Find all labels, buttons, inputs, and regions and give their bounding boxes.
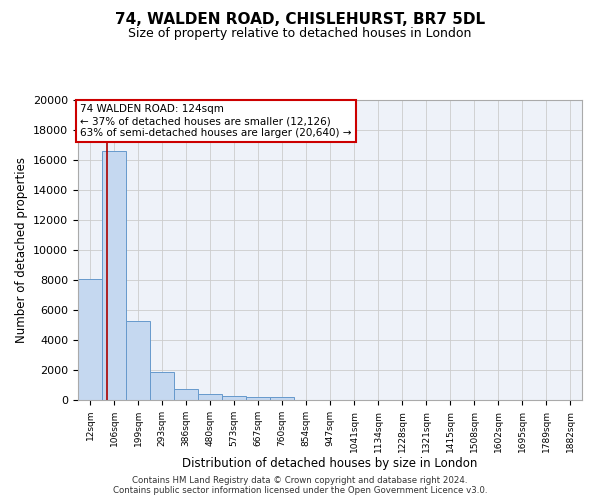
X-axis label: Distribution of detached houses by size in London: Distribution of detached houses by size … [182,458,478,470]
Y-axis label: Number of detached properties: Number of detached properties [14,157,28,343]
Bar [222,396,246,400]
Bar [78,278,102,400]
Bar [246,397,270,400]
Text: 74, WALDEN ROAD, CHISLEHURST, BR7 5DL: 74, WALDEN ROAD, CHISLEHURST, BR7 5DL [115,12,485,28]
Bar [150,372,174,400]
Text: Contains HM Land Registry data © Crown copyright and database right 2024.: Contains HM Land Registry data © Crown c… [132,476,468,485]
Text: Size of property relative to detached houses in London: Size of property relative to detached ho… [128,28,472,40]
Bar [198,394,222,400]
Bar [270,397,294,400]
Bar [174,389,198,400]
Text: Contains public sector information licensed under the Open Government Licence v3: Contains public sector information licen… [113,486,487,495]
Text: 74 WALDEN ROAD: 124sqm
← 37% of detached houses are smaller (12,126)
63% of semi: 74 WALDEN ROAD: 124sqm ← 37% of detached… [80,104,352,138]
Bar [102,151,126,400]
Bar [126,320,150,400]
